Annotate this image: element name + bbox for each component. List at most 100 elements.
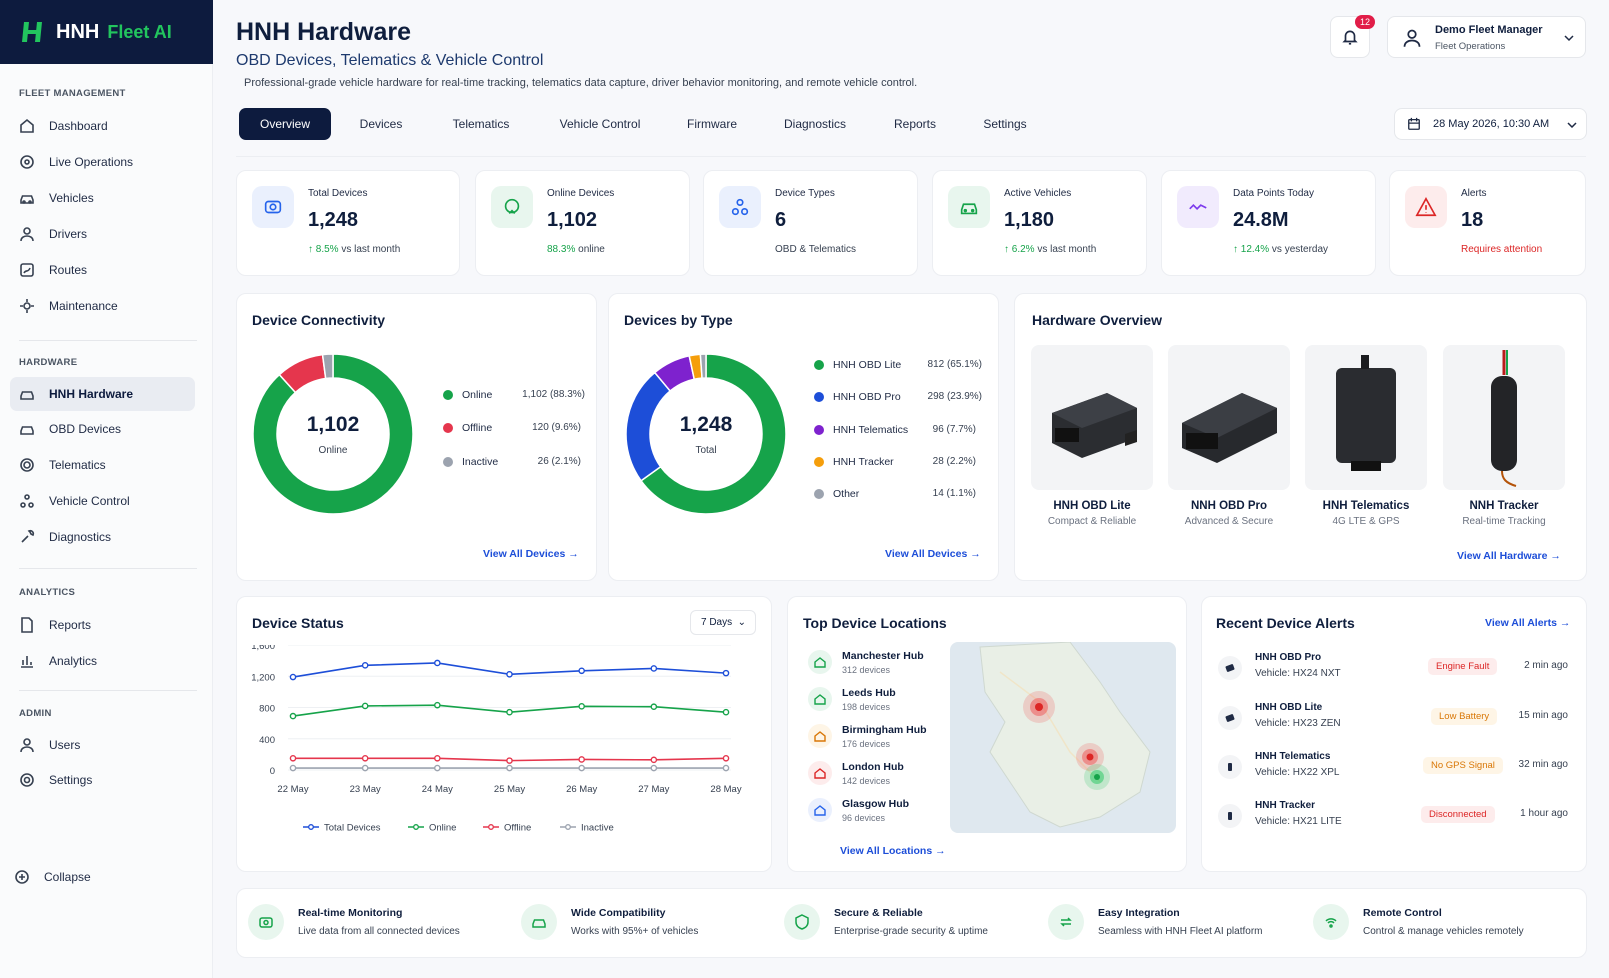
stat-online-devices[interactable]: Online Devices 1,102 88.3% online — [475, 170, 690, 276]
range-select[interactable]: 7 Days ⌄ — [690, 610, 756, 635]
target-icon — [20, 155, 34, 169]
nav-hnh-hardware[interactable]: HNH Hardware — [10, 377, 195, 411]
stat-total-devices[interactable]: Total Devices 1,248 ↑ 8.5% vs last month — [236, 170, 460, 276]
sidebar: HNH Fleet AI FLEET MANAGEMENT Dashboard … — [0, 0, 213, 978]
tab-telematics[interactable]: Telematics — [452, 117, 510, 131]
hardware-title: Hardware Overview — [1032, 312, 1162, 328]
device-types-card — [608, 293, 999, 581]
chevron-down-icon — [1564, 35, 1574, 42]
alerts-title: Recent Device Alerts — [1216, 615, 1355, 631]
legend-offline-value: 120 (9.6%) — [532, 422, 581, 433]
tab-settings[interactable]: Settings — [983, 117, 1027, 131]
notifications-button[interactable]: 12 — [1330, 15, 1376, 58]
stat-device-types[interactable]: Device Types 6 OBD & Telematics — [703, 170, 918, 276]
alert-row[interactable]: HNH Telematics Vehicle: HX22 XPL No GPS Si… — [1218, 749, 1568, 789]
data-point — [650, 703, 658, 711]
legend-label: Inactive — [581, 823, 614, 834]
obd-lite-device-image — [1052, 392, 1137, 458]
nav-routes[interactable]: Routes — [10, 253, 195, 287]
nav-vehicles[interactable]: Vehicles — [10, 181, 195, 215]
nav-users[interactable]: Users — [10, 728, 195, 762]
location-birmingham[interactable]: Birmingham Hub 176 devices — [808, 724, 927, 749]
tab-overview[interactable]: Overview — [239, 108, 331, 140]
legend-inactive: Inactive — [443, 456, 498, 468]
locations-map[interactable] — [950, 642, 1176, 833]
nav-dashboard[interactable]: Dashboard — [10, 109, 195, 143]
location-glasgow[interactable]: Glasgow Hub 96 devices — [808, 798, 909, 823]
hardware-item-tracker[interactable]: NNH Tracker Real-time Tracking — [1443, 345, 1565, 527]
location-london[interactable]: London Hub 142 devices — [808, 761, 904, 786]
tab-reports[interactable]: Reports — [893, 117, 937, 131]
hub-icon — [814, 768, 826, 779]
location-leeds[interactable]: Leeds Hub 198 devices — [808, 687, 896, 712]
device-types-title: Devices by Type — [624, 312, 733, 328]
hardware-item-obd-pro[interactable]: NNH OBD Pro Advanced & Secure — [1168, 345, 1290, 527]
nav-diagnostics[interactable]: Diagnostics — [10, 520, 195, 554]
alert-row[interactable]: HNH Tracker Vehicle: HX21 LITE Disconnecte… — [1218, 798, 1568, 838]
nav-maintenance[interactable]: Maintenance — [10, 289, 195, 323]
user-menu[interactable]: Demo Fleet Manager Fleet Operations — [1387, 16, 1586, 58]
connectivity-center-label: Online — [318, 445, 348, 456]
view-all-hardware-link[interactable]: View All Hardware → — [1457, 550, 1561, 562]
device-status-chart: 0 400 800 1,200 1,600 22 May 23 May 24 May 25 Ma… — [251, 645, 742, 834]
nav-drivers[interactable]: Drivers — [10, 217, 195, 251]
stat-alerts[interactable]: Alerts 18 Requires attention — [1389, 170, 1586, 276]
alert-row[interactable]: HNH OBD Lite Vehicle: HX23 ZEN Low Battery… — [1218, 700, 1568, 740]
user-role: Fleet Operations — [1435, 41, 1506, 52]
car-icon — [960, 203, 978, 215]
hardware-item-obd-lite[interactable]: HNH OBD Lite Compact & Reliable — [1031, 345, 1153, 527]
brand-logo[interactable]: HNH Fleet AI — [0, 0, 213, 64]
hub-icon — [814, 805, 826, 816]
view-all-devices-link[interactable]: View All Devices → — [483, 548, 579, 560]
data-point — [650, 756, 658, 764]
legend-tracker: HNH Tracker — [814, 456, 894, 468]
view-all-locations-link[interactable]: View All Locations → — [840, 845, 946, 857]
tab-diagnostics[interactable]: Diagnostics — [783, 117, 847, 131]
nav-analytics[interactable]: Analytics — [10, 644, 195, 678]
locations-title: Top Device Locations — [803, 615, 947, 631]
nav-settings[interactable]: Settings — [10, 763, 195, 797]
signal-icon — [20, 458, 34, 472]
tab-vehicle-control[interactable]: Vehicle Control — [559, 117, 641, 131]
nav-obd-devices[interactable]: OBD Devices — [10, 412, 195, 446]
car-icon — [20, 426, 34, 435]
data-point — [722, 669, 730, 677]
shield-icon — [795, 914, 809, 930]
calendar-icon — [1408, 117, 1420, 130]
data-point — [361, 662, 369, 669]
data-point — [289, 754, 297, 762]
nav-telematics[interactable]: Telematics — [10, 448, 195, 482]
x-tick-label: 23 May — [350, 784, 381, 795]
view-all-alerts-link[interactable]: View All Alerts → — [1485, 617, 1571, 629]
chevron-down-icon: ⌄ — [737, 617, 746, 628]
alert-row[interactable]: HNH OBD Pro Vehicle: HX24 NXT Engine Fault… — [1218, 650, 1568, 690]
stat-active-vehicles[interactable]: Active Vehicles 1,180 ↑ 6.2% vs last mon… — [932, 170, 1147, 276]
view-all-devices-link-2[interactable]: View All Devices → — [885, 548, 981, 560]
y-tick-label: 0 — [270, 766, 275, 777]
device-icon — [1228, 763, 1232, 771]
hardware-item-telematics[interactable]: HNH Telematics 4G LTE & GPS — [1305, 345, 1427, 527]
legend-obd-lite-value: 812 (65.1%) — [927, 359, 982, 370]
feature-remote: Remote Control Control & manage vehicles … — [1313, 904, 1524, 940]
collapse-button[interactable]: Collapse — [5, 860, 190, 894]
tab-devices[interactable]: Devices — [359, 117, 403, 131]
tab-firmware[interactable]: Firmware — [687, 117, 737, 131]
location-manchester[interactable]: Manchester Hub 312 devices — [808, 650, 924, 675]
wave-icon — [1189, 203, 1207, 211]
data-point — [650, 764, 658, 772]
camera-icon — [259, 917, 273, 928]
data-point — [361, 702, 369, 710]
section-admin: ADMIN — [19, 708, 52, 719]
nav-vehicle-control[interactable]: Vehicle Control — [10, 484, 195, 518]
x-tick-label: 27 May — [638, 784, 669, 795]
nav-reports[interactable]: Reports — [10, 608, 195, 642]
car-icon — [532, 919, 546, 928]
user-icon — [20, 227, 34, 242]
device-types-donut — [625, 353, 787, 515]
data-point — [506, 757, 513, 764]
stat-data-points[interactable]: Data Points Today 24.8M ↑ 12.4% vs yeste… — [1161, 170, 1376, 276]
date-picker[interactable]: 28 May 2026, 10:30 AM — [1394, 108, 1587, 140]
device-icon — [1228, 812, 1232, 820]
plus-circle-icon — [15, 870, 29, 884]
nav-live-operations[interactable]: Live Operations — [10, 145, 195, 179]
